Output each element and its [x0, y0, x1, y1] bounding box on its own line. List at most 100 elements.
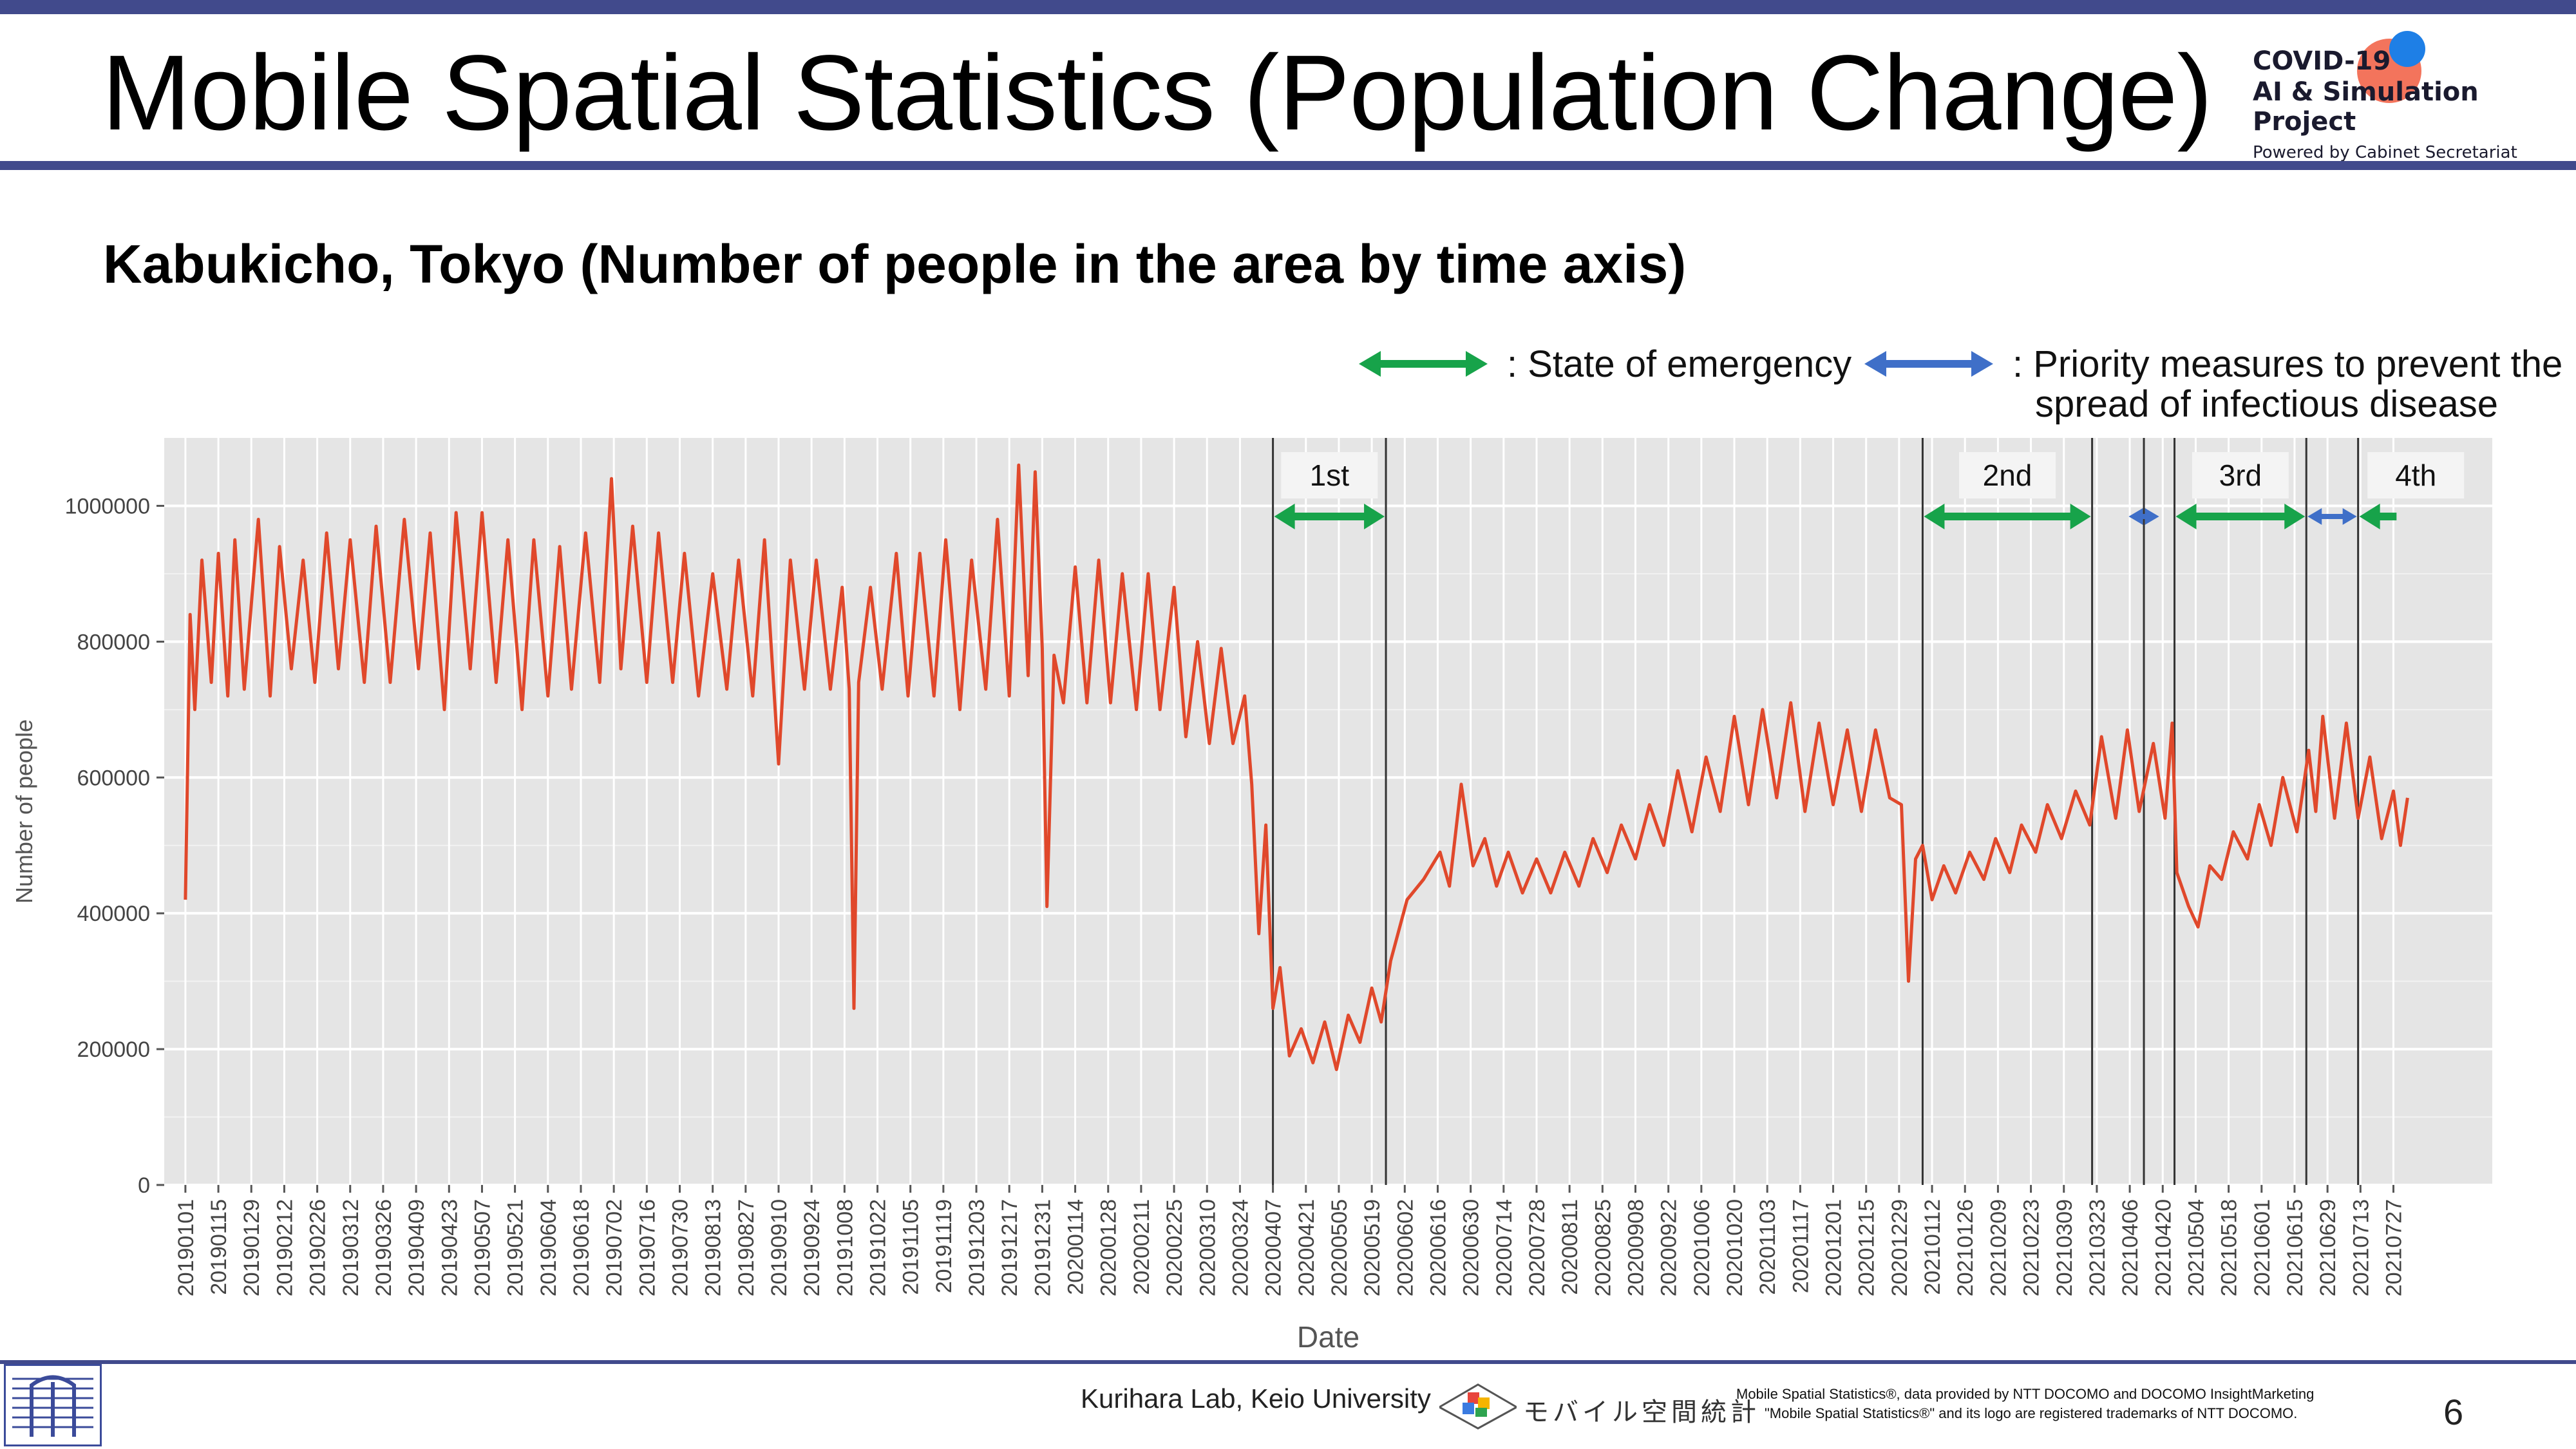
project-brand: COVID-19 AI & Simulation Project Powered…: [2253, 46, 2576, 162]
x-tick-label: 20200616: [1426, 1199, 1450, 1296]
x-tick-label: 20201020: [1723, 1199, 1747, 1296]
x-tick-label: 20200728: [1525, 1199, 1549, 1296]
footer-lab-name: Kurihara Lab, Keio University: [1081, 1383, 1431, 1414]
x-tick-label: 20200602: [1393, 1199, 1417, 1296]
x-tick-label: 20191217: [998, 1199, 1022, 1296]
x-tick-label: 20210629: [2316, 1199, 2340, 1296]
period-arrow-head: [2128, 508, 2143, 525]
period-label: 4th: [2395, 459, 2436, 492]
y-tick-label: 600000: [77, 766, 150, 790]
x-tick-label: 20210601: [2250, 1199, 2275, 1296]
mobile-spatial-logo-text: モバイル空間統計: [1523, 1397, 1760, 1427]
legend-priority-label-1: : Priority measures to prevent the: [2012, 343, 2563, 385]
x-tick-label: 20210406: [2118, 1199, 2143, 1296]
emergency-arrow-icon: [1359, 351, 1488, 377]
period-label-box: [1281, 452, 1378, 498]
x-tick-label: 20190507: [470, 1199, 495, 1296]
page-number: 6: [2443, 1392, 2464, 1432]
x-tick-label: 20190910: [767, 1199, 791, 1296]
brand-line2: AI & Simulation Project: [2253, 77, 2479, 137]
x-tick-label: 20200421: [1294, 1199, 1319, 1296]
period-arrow-head: [2342, 508, 2357, 525]
y-tick-label: 0: [138, 1173, 150, 1198]
x-tick-label: 20200825: [1591, 1199, 1615, 1296]
x-tick-label: 20201117: [1788, 1199, 1813, 1293]
x-tick-label: 20191022: [866, 1199, 891, 1296]
plot-panel: [164, 438, 2492, 1185]
x-tick-label: 20191203: [965, 1199, 989, 1296]
period-arrow-head: [2175, 504, 2197, 529]
x-tick-label: 20200407: [1262, 1199, 1286, 1296]
x-tick-label: 20190604: [536, 1199, 561, 1296]
x-tick-label: 20190702: [602, 1199, 627, 1296]
x-tick-label: 20190618: [569, 1199, 594, 1296]
period-label: 1st: [1310, 459, 1350, 492]
period-arrow-head: [1274, 504, 1295, 529]
x-tick-label: 20191105: [899, 1199, 923, 1295]
x-tick-label: 20210323: [2085, 1199, 2110, 1296]
priority-arrow-icon: [1864, 351, 1993, 377]
x-tick-label: 20210209: [1986, 1199, 2011, 1296]
y-tick-label: 200000: [77, 1037, 150, 1062]
x-tick-label: 20210126: [1953, 1199, 1978, 1296]
y-tick-label: 1000000: [65, 494, 150, 518]
period-label: 2nd: [1983, 459, 2032, 492]
x-tick-label: 20200211: [1130, 1199, 1154, 1295]
x-tick-label: 20190730: [668, 1199, 692, 1296]
x-tick-label: 20190115: [207, 1199, 231, 1295]
brand-line1: COVID-19: [2253, 46, 2391, 76]
period-label: 3rd: [2219, 459, 2262, 492]
x-tick-label: 20200811: [1558, 1199, 1582, 1295]
title-underline-bar: [0, 161, 2576, 170]
x-tick-label: 20200714: [1492, 1199, 1517, 1296]
legend-priority-label-2: spread of infectious disease: [2035, 383, 2498, 425]
x-tick-label: 20200225: [1162, 1199, 1187, 1296]
x-tick-label: 20190226: [306, 1199, 330, 1296]
x-tick-label: 20200128: [1097, 1199, 1121, 1296]
x-tick-label: 20190326: [372, 1199, 396, 1296]
period-arrow-head: [2284, 504, 2306, 529]
period-label-box: [2192, 452, 2289, 498]
period-arrow-head: [2359, 504, 2380, 529]
x-tick-label: 20200519: [1360, 1199, 1385, 1296]
population-line-chart: 0 200000 400000 600000 800000 1000000 20190101…: [11, 438, 2492, 1354]
footer-credit-line2: "Mobile Spatial Statistics®" and its log…: [1765, 1405, 2298, 1421]
x-tick-label: 20210518: [2217, 1199, 2242, 1296]
period-label-box: [1959, 452, 2056, 498]
x-tick-label: 20200310: [1195, 1199, 1220, 1296]
x-tick-label: 20210112: [1920, 1199, 1945, 1295]
period-arrow-head: [2307, 508, 2322, 525]
x-tick-label: 20201229: [1888, 1199, 1912, 1296]
x-tick-label: 20190813: [701, 1199, 726, 1296]
x-tick-label: 20210727: [2382, 1199, 2406, 1296]
y-axis-title: Number of people: [11, 719, 37, 904]
page-title: Mobile Spatial Statistics (Population Ch…: [102, 33, 2213, 153]
period-arrow-head: [2145, 508, 2159, 525]
x-tick-label: 20190212: [272, 1199, 297, 1296]
period-arrow-head: [2070, 504, 2091, 529]
top-accent-bar: [0, 0, 2576, 14]
x-tick-label: 20210504: [2184, 1199, 2208, 1296]
slide-subtitle: Kabukicho, Tokyo (Number of people in th…: [103, 234, 1687, 294]
x-axis-title: Date: [1297, 1320, 1359, 1354]
x-tick-label: 20190312: [339, 1199, 363, 1296]
x-tick-label: 20210309: [2052, 1199, 2077, 1296]
x-tick-label: 20200505: [1327, 1199, 1352, 1296]
x-tick-label: 20200922: [1657, 1199, 1681, 1296]
brand-line3: Powered by Cabinet Secretariat: [2253, 143, 2517, 162]
x-tick-label: 20201006: [1690, 1199, 1714, 1296]
mobile-spatial-logo-icon: [1439, 1383, 1517, 1430]
x-tick-label: 20190409: [404, 1199, 429, 1296]
period-arrow-head: [1364, 504, 1385, 529]
x-tick-label: 20210223: [2020, 1199, 2044, 1296]
x-tick-label: 20200908: [1624, 1199, 1649, 1296]
x-tick-label: 20190423: [437, 1199, 462, 1296]
x-tick-label: 20210420: [2151, 1199, 2175, 1296]
x-tick-label: 20190716: [635, 1199, 659, 1296]
lab-logo-icon: [4, 1364, 102, 1446]
x-tick-label: 20200630: [1459, 1199, 1484, 1296]
x-tick-label: 20190521: [504, 1199, 528, 1296]
x-tick-label: 20210615: [2283, 1199, 2307, 1296]
x-tick-label: 20210713: [2349, 1199, 2373, 1296]
footer-credit-line1: Mobile Spatial Statistics®, data provide…: [1736, 1386, 2315, 1402]
